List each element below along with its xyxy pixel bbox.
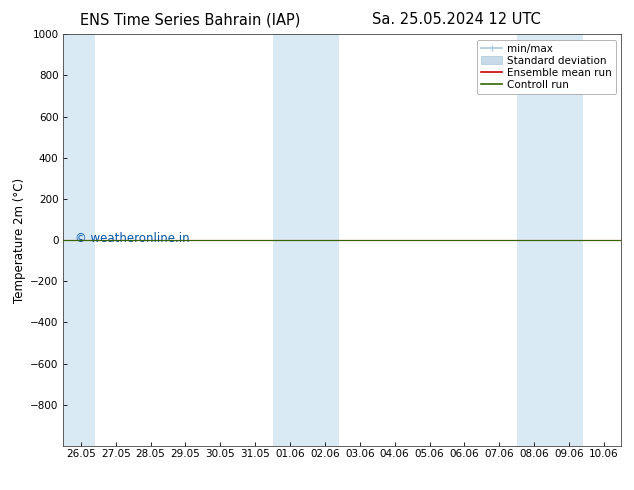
Text: Sa. 25.05.2024 12 UTC: Sa. 25.05.2024 12 UTC [372,12,541,27]
Text: © weatheronline.in: © weatheronline.in [75,232,189,245]
Bar [273,34,339,446]
Bar [517,34,583,446]
Bar [63,34,95,446]
Legend: min/max, Standard deviation, Ensemble mean run, Controll run: min/max, Standard deviation, Ensemble me… [477,40,616,94]
Y-axis label: Temperature 2m (°C): Temperature 2m (°C) [13,177,26,303]
Text: ENS Time Series Bahrain (IAP): ENS Time Series Bahrain (IAP) [80,12,301,27]
